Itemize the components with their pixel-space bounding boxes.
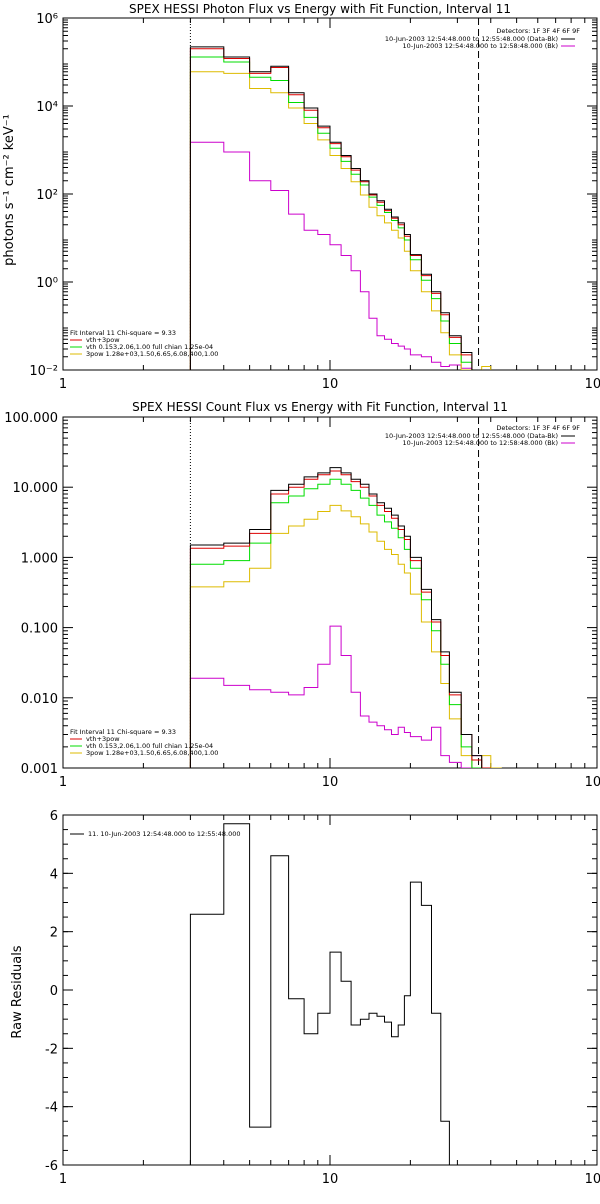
y-tick-label: -6 — [45, 1159, 58, 1174]
series-10-jun-2003-12-54-48-000-to-12-55-48-000 — [189, 467, 483, 768]
x-tick-label: 1 — [59, 1172, 67, 1187]
series-10-jun-2003-12-54-48-000-to-12-55-48-000 — [189, 46, 482, 370]
legend-detectors: Detectors: 1F 3F 4F 6F 9F — [496, 424, 580, 432]
y-tick-label: 10⁴ — [36, 100, 58, 115]
y-tick-label: 10⁻² — [29, 364, 58, 379]
series-10-jun-2003-12-54-48-000-to-12-58-48-000 — [189, 141, 482, 370]
y-tick-label: 0 — [50, 984, 58, 999]
x-tick-label: 10 — [322, 775, 339, 790]
legend-entry-bk: 10-Jun-2003 12:54:48.000 to 12:58:48.000… — [403, 42, 558, 50]
fit-legend-3pow: 3pow 1.28e+03,1.50,6.65,6.08,400,1.00 — [86, 350, 218, 358]
plot-area-1: 1 10 100 10⁻² 10⁰ 10² 10⁴ 10⁶ — [29, 12, 600, 392]
chart-title: SPEX HESSI Photon Flux vs Energy with Fi… — [129, 2, 511, 16]
y-tick-label: 0.100 — [21, 622, 58, 637]
y-tick-label: 10⁶ — [36, 12, 58, 27]
plot-area-2: 1 10 100 0.001 0.010 0.100 1.000 10.000 100.000 — [4, 411, 600, 790]
plot-frame — [62, 17, 598, 371]
x-tick-label: 100 — [585, 775, 600, 790]
residual-legend-label: 11. 10-Jun-2003 12:54:48.000 to 12:55:48… — [88, 830, 240, 838]
y-tick-label: 10⁰ — [36, 276, 58, 291]
x-tick-label: 10 — [322, 1172, 339, 1187]
series-vth — [189, 56, 482, 370]
series-3pow — [189, 71, 492, 370]
fit-legend-header: Fit Interval 11 Chi-square = 9.33 — [70, 728, 176, 736]
x-tick-label: 100 — [585, 377, 600, 392]
residuals-panel: Raw Residuals 11. 10-Jun-2003 12:54:48.0… — [10, 830, 240, 1039]
y-tick-label: 0.001 — [21, 762, 58, 777]
fit-legend-vth: vth 0.153,2.06,1.00 full chian 1.25e-04 — [86, 343, 213, 351]
count-flux-panel: SPEX HESSI Count Flux vs Energy with Fit… — [70, 400, 580, 757]
photon-flux-panel: SPEX HESSI Photon Flux vs Energy with Fi… — [2, 2, 580, 358]
fit-legend-total: vth+3pow — [86, 735, 120, 743]
x-tick-label: 1 — [59, 377, 67, 392]
plot-area-3: 1 10 100 -6 -4 -2 0 2 4 6 — [45, 809, 600, 1187]
legend-entry-bk: 10-Jun-2003 12:54:48.000 to 12:58:48.000… — [403, 439, 558, 447]
y-tick-label: 1.000 — [21, 551, 58, 566]
y-axis-label: photons s⁻¹ cm⁻² keV⁻¹ — [2, 114, 17, 266]
x-tick-label: 10 — [322, 377, 339, 392]
y-tick-label: 2 — [50, 926, 58, 941]
series-vth-3pow — [189, 470, 491, 768]
legend-entry-data: 10-Jun-2003 12:54:48.000 to 12:55:48.000… — [385, 35, 558, 43]
series-3pow — [189, 504, 502, 768]
y-tick-label: -2 — [45, 1042, 58, 1057]
y-tick-label: 0.010 — [21, 692, 58, 707]
legend-entry-data: 10-Jun-2003 12:54:48.000 to 12:55:48.000… — [385, 432, 558, 440]
y-tick-label: 6 — [50, 809, 58, 824]
fit-legend-total: vth+3pow — [86, 336, 120, 344]
fit-legend-3pow: 3pow 1.28e+03,1.50,6.65,6.08,400,1.00 — [86, 749, 218, 757]
series-11-10-jun-2003-12-54-48-000-to-12-55-48- — [189, 823, 482, 1165]
y-tick-label: -4 — [45, 1101, 58, 1116]
y-tick-label: 4 — [50, 867, 58, 882]
y-tick-label: 10² — [36, 188, 58, 203]
y-tick-label: 10.000 — [13, 481, 59, 496]
series-vth-3pow — [189, 48, 482, 370]
y-axis-label: Raw Residuals — [10, 945, 25, 1038]
chart-title: SPEX HESSI Count Flux vs Energy with Fit… — [132, 400, 508, 414]
fit-legend-vth: vth 0.153,2.06,1.00 full chian 1.25e-04 — [86, 742, 213, 750]
fit-legend-header: Fit Interval 11 Chi-square = 9.33 — [70, 329, 176, 337]
x-tick-label: 100 — [585, 1172, 600, 1187]
series-vth — [189, 478, 482, 768]
x-tick-label: 1 — [59, 775, 67, 790]
series-10-jun-2003-12-54-48-000-to-12-58-48-000 — [189, 625, 483, 768]
y-tick-label: 100.000 — [4, 411, 58, 426]
legend-detectors: Detectors: 1F 3F 4F 6F 9F — [496, 27, 580, 35]
